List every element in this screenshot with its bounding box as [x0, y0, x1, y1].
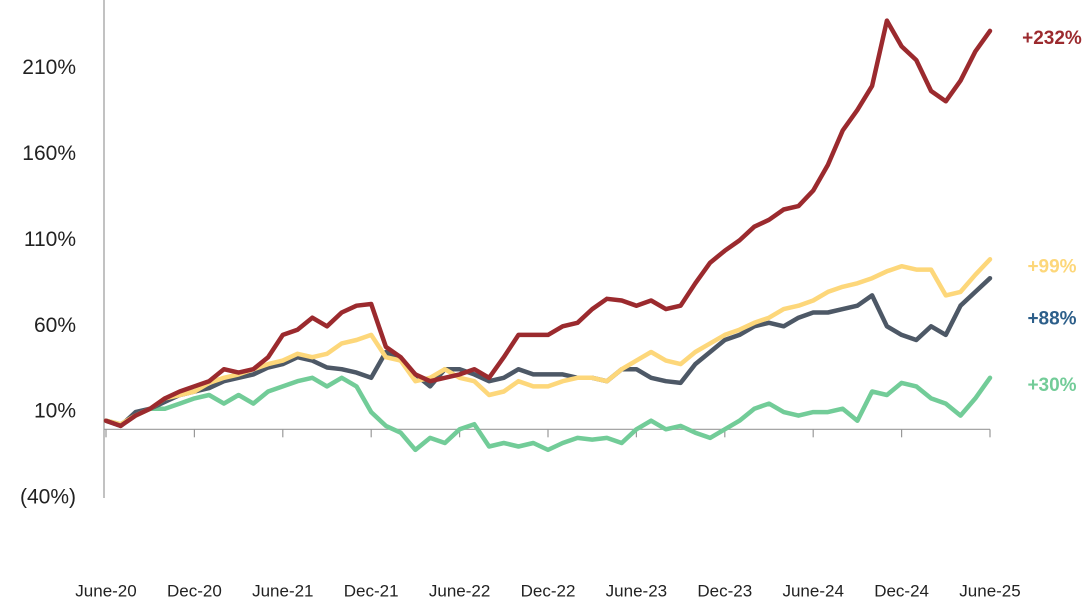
series-line — [103, 18, 993, 429]
series-line — [103, 375, 993, 453]
x-tick-label: June-21 — [252, 581, 313, 600]
x-tick-label: June-24 — [782, 581, 843, 600]
x-tick-label: June-23 — [606, 581, 667, 600]
end-label: +88% — [1027, 308, 1076, 329]
end-label: +30% — [1027, 375, 1076, 396]
x-tick-label: June-25 — [959, 581, 1020, 600]
y-tick-label: 10% — [34, 400, 76, 423]
y-tick-label: 60% — [34, 314, 76, 337]
x-tick-label: June-20 — [75, 581, 136, 600]
x-tick-label: Dec-20 — [167, 581, 222, 600]
x-tick-label: Dec-23 — [697, 581, 752, 600]
y-tick-label: (40%) — [20, 486, 76, 509]
y-tick-label: 110% — [24, 228, 76, 251]
end-label: +232% — [1022, 28, 1082, 49]
end-label: +99% — [1027, 256, 1076, 277]
series-line — [103, 257, 993, 427]
x-tick-label: Dec-24 — [874, 581, 929, 600]
y-tick-label: 210% — [22, 56, 76, 79]
x-tick-label: Dec-21 — [344, 581, 399, 600]
y-tick-label: 160% — [22, 142, 76, 165]
series-line — [103, 275, 993, 429]
x-tick-label: June-22 — [429, 581, 490, 600]
x-tick-label: Dec-22 — [521, 581, 576, 600]
